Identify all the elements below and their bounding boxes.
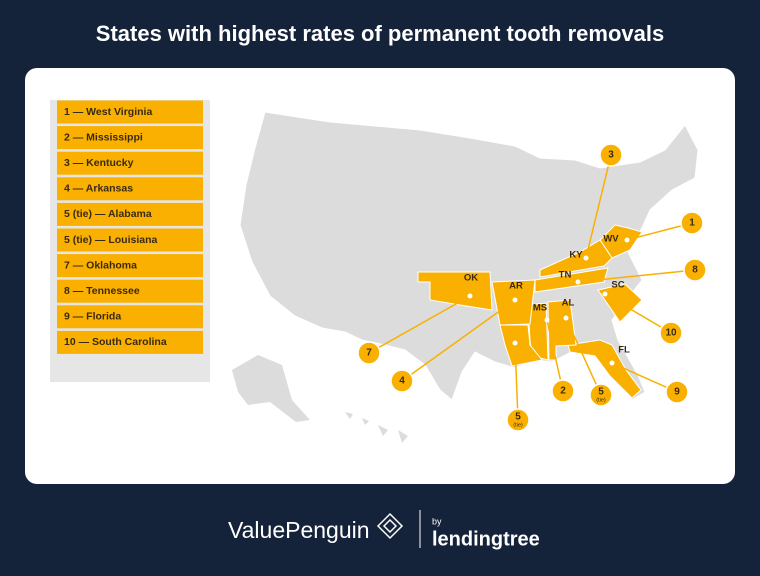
- state-shape: [491, 279, 536, 326]
- state-abbr: MS: [533, 303, 547, 314]
- legend-item: 2 — Mississippi: [64, 131, 143, 143]
- tie-note: (tie): [513, 422, 523, 428]
- rank-callout: [357, 341, 381, 365]
- state-dot: [602, 291, 608, 297]
- legend-row: [57, 305, 203, 329]
- alaska: [232, 355, 310, 422]
- rank-callout: [680, 211, 704, 235]
- rank-number: 9: [674, 387, 680, 398]
- highlighted-states: WV1KY3TN8SC10FL9AL5(tie)MS2LA5(tie)AR4OK…: [357, 143, 707, 432]
- state-dot: [624, 237, 630, 243]
- state-abbr: SC: [611, 280, 624, 291]
- leader-line: [514, 342, 519, 421]
- rank-callout: [665, 380, 689, 404]
- state-shape: [534, 267, 609, 293]
- leader-line: [546, 319, 564, 392]
- state-abbr: OK: [464, 273, 478, 284]
- legend-item: 10 — South Carolina: [64, 336, 167, 348]
- rank-number: 5: [515, 412, 521, 423]
- state-abbr: KY: [569, 250, 583, 261]
- legend-row: [57, 202, 203, 226]
- state-dot: [512, 297, 518, 303]
- rank-callout: [390, 369, 414, 393]
- legend-row: [57, 228, 203, 252]
- leader-line: [585, 154, 612, 259]
- legend-row: [57, 330, 203, 354]
- legend-row: [57, 100, 203, 124]
- leader-line: [368, 295, 471, 354]
- legend-row: [57, 151, 203, 175]
- leader-line: [577, 269, 696, 283]
- state-dot: [512, 340, 518, 346]
- state-shape: [499, 324, 543, 367]
- state-abbr: AR: [509, 281, 523, 292]
- leader-line: [611, 362, 678, 393]
- by: by: [432, 516, 442, 526]
- legend-item: 3 — Kentucky: [64, 157, 134, 169]
- state-dot: [583, 255, 589, 261]
- leader-line: [401, 299, 516, 382]
- state-dot: [609, 360, 615, 366]
- state-abbr: TN: [559, 270, 572, 281]
- legend-row: [57, 126, 203, 150]
- legend-row: [57, 279, 203, 303]
- penguin-logo: [376, 512, 404, 540]
- legend-row: [57, 177, 203, 201]
- rank-callout: [683, 258, 707, 282]
- state-abbr: FL: [618, 345, 630, 356]
- state-abbr: WV: [603, 234, 619, 245]
- rank-number: 4: [399, 376, 405, 387]
- state-shape: [539, 239, 613, 278]
- rank-callout: [599, 143, 623, 167]
- rank-callout: [659, 321, 683, 345]
- state-dot: [544, 317, 550, 323]
- state-abbr: AL: [562, 298, 575, 309]
- state-dot: [467, 293, 473, 299]
- rank-callout: [551, 379, 575, 403]
- legend-item: 7 — Oklahoma: [64, 259, 137, 271]
- rank-number: 5: [598, 387, 604, 398]
- rank-callout: [589, 383, 613, 407]
- legend-row: [57, 254, 203, 278]
- partner: lendingtree: [432, 528, 540, 550]
- state-dot: [563, 315, 569, 321]
- legend-item: 4 — Arkansas: [64, 183, 133, 195]
- rank-number: 2: [560, 386, 566, 397]
- leader-line: [565, 317, 602, 396]
- rank-number: 7: [366, 348, 372, 359]
- rank-number: 3: [608, 150, 614, 161]
- state-dot: [575, 279, 581, 285]
- legend-item: 5 (tie) — Alabama: [64, 208, 152, 220]
- rank-number: 10: [665, 328, 677, 339]
- hawaii: [345, 412, 408, 443]
- rank-number: 1: [689, 218, 695, 229]
- state-shape: [417, 271, 493, 311]
- rank-number: 8: [692, 265, 698, 276]
- rank-callout: [506, 408, 530, 432]
- tie-note: (tie): [596, 397, 606, 403]
- legend-item: 1 — West Virginia: [64, 106, 152, 118]
- brand: ValuePenguin: [228, 517, 370, 543]
- legend-item: 9 — Florida: [64, 311, 121, 323]
- leader-line: [604, 293, 672, 334]
- legend-item: 5 (tie) — Louisiana: [64, 234, 158, 246]
- state-shape: [547, 299, 577, 361]
- legend-item: 8 — Tennessee: [64, 285, 140, 297]
- title: States with highest rates of permanent t…: [96, 21, 664, 46]
